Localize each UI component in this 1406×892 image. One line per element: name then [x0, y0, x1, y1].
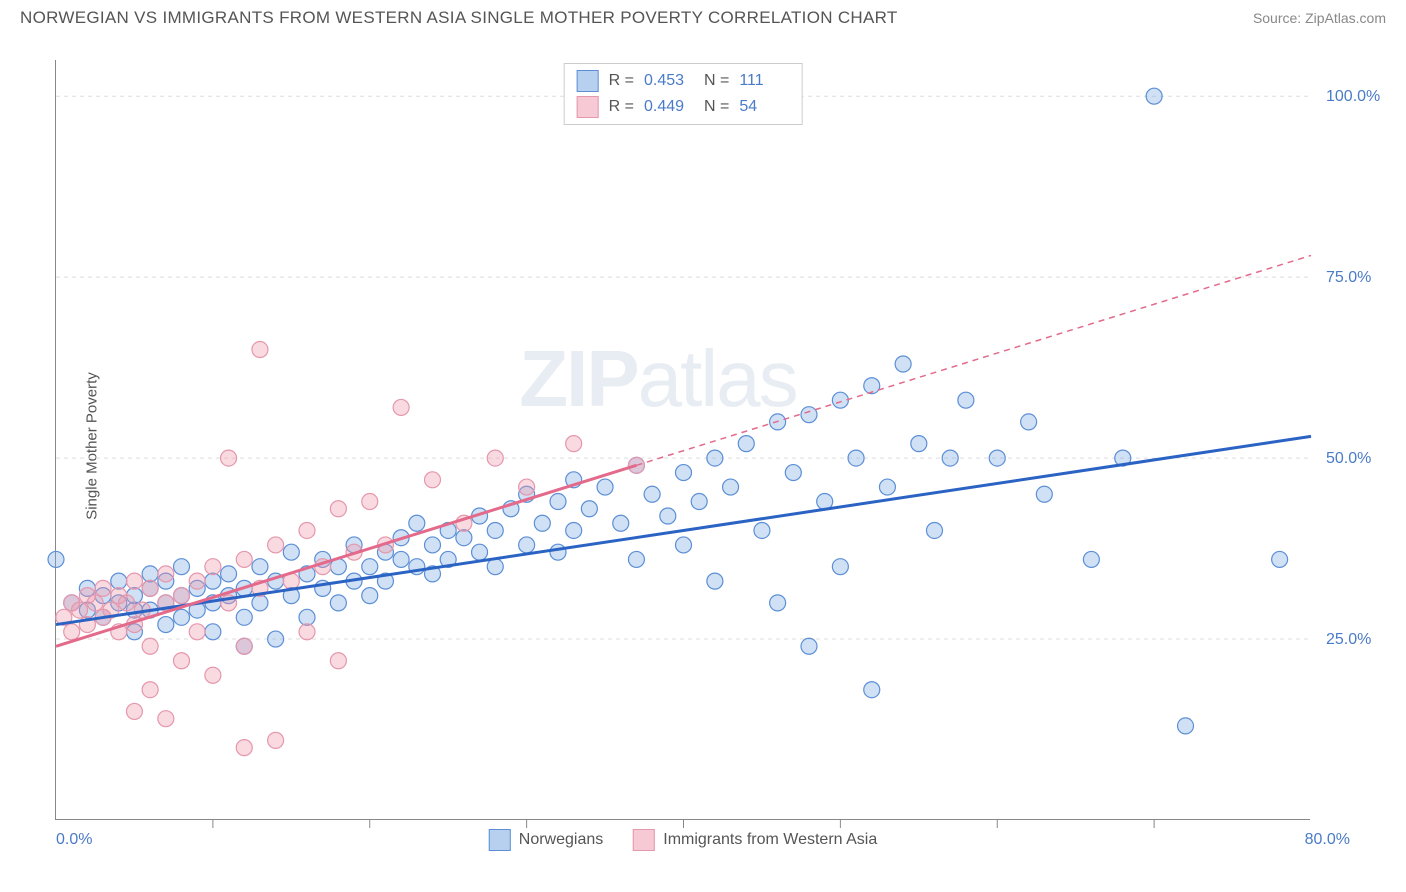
- svg-text:100.0%: 100.0%: [1326, 88, 1380, 105]
- n-value-1: 54: [739, 98, 789, 116]
- legend-label-1: Immigrants from Western Asia: [663, 831, 877, 849]
- x-tick-max: 80.0%: [1305, 831, 1350, 849]
- correlation-legend: R = 0.453 N = 111 R = 0.449 N = 54: [564, 63, 803, 125]
- scatter-plot: 25.0%50.0%75.0%100.0%: [56, 60, 1310, 819]
- legend-item-1: Immigrants from Western Asia: [633, 829, 877, 851]
- swatch-icon: [577, 70, 599, 92]
- source-label: Source: ZipAtlas.com: [1253, 10, 1386, 26]
- legend-row-series-1: R = 0.449 N = 54: [577, 94, 790, 120]
- r-value-0: 0.453: [644, 72, 694, 90]
- svg-text:50.0%: 50.0%: [1326, 450, 1371, 467]
- legend-row-series-0: R = 0.453 N = 111: [577, 68, 790, 94]
- chart-title: NORWEGIAN VS IMMIGRANTS FROM WESTERN ASI…: [20, 8, 898, 28]
- r-value-1: 0.449: [644, 98, 694, 116]
- x-tick-min: 0.0%: [56, 831, 92, 849]
- chart-area: R = 0.453 N = 111 R = 0.449 N = 54 ZIPat…: [55, 60, 1310, 820]
- swatch-icon: [577, 96, 599, 118]
- series-legend: Norwegians Immigrants from Western Asia: [489, 829, 877, 851]
- n-value-0: 111: [739, 72, 789, 90]
- svg-text:75.0%: 75.0%: [1326, 269, 1371, 286]
- svg-text:25.0%: 25.0%: [1326, 631, 1371, 648]
- swatch-icon: [489, 829, 511, 851]
- swatch-icon: [633, 829, 655, 851]
- legend-item-0: Norwegians: [489, 829, 603, 851]
- legend-label-0: Norwegians: [519, 831, 603, 849]
